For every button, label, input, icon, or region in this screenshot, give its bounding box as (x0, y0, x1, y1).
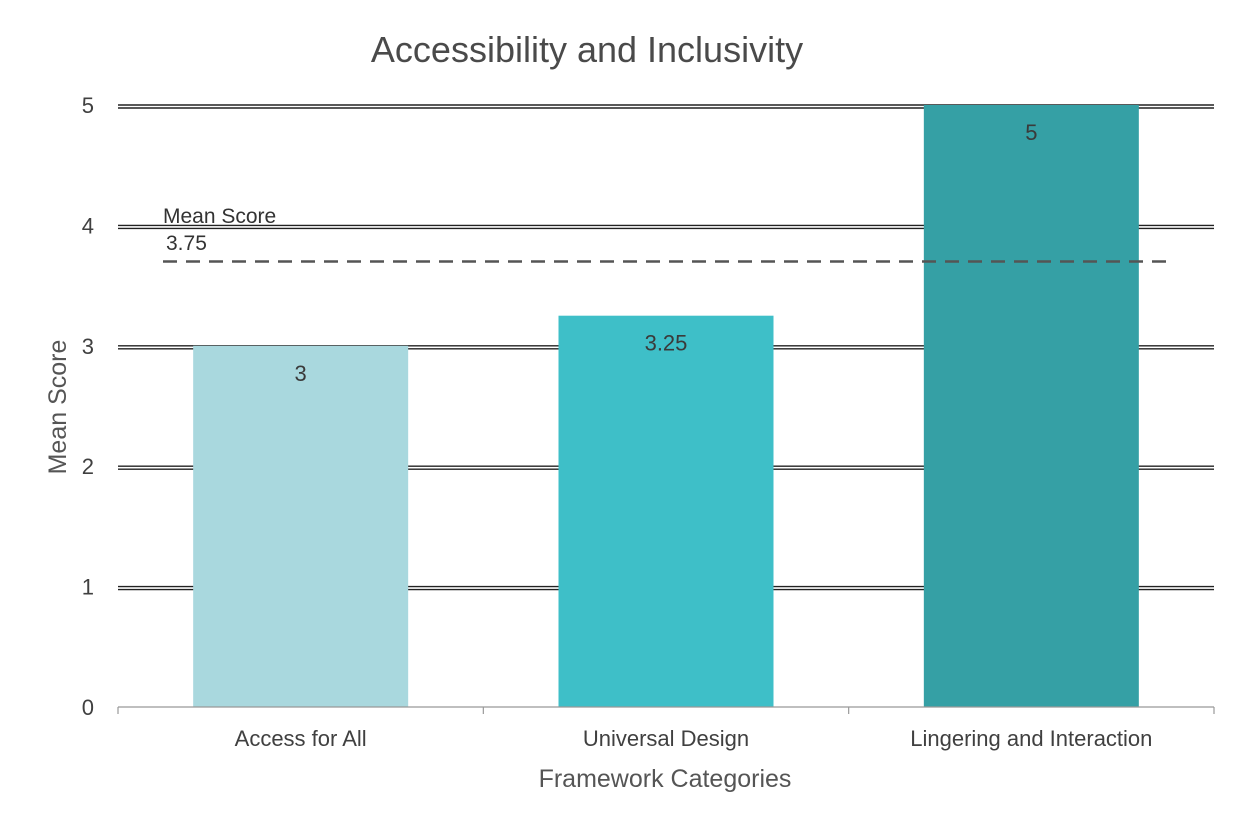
bar-data-label: 3 (295, 361, 307, 386)
y-tick-label: 3 (82, 334, 94, 359)
y-tick-label: 4 (82, 213, 94, 238)
bar-1 (193, 345, 409, 707)
y-tick-label: 0 (82, 695, 94, 720)
category-label: Universal Design (583, 726, 749, 751)
bar-3 (923, 105, 1139, 707)
bar-data-labels: 3 3.25 5 (295, 120, 1038, 386)
category-label: Lingering and Interaction (910, 726, 1152, 751)
x-axis (117, 706, 1215, 714)
y-tick-label: 1 (82, 575, 94, 600)
mean-reference-value: 3.75 (166, 232, 207, 255)
y-tick-label: 5 (82, 93, 94, 118)
chart-title: Accessibility and Inclusivity (371, 29, 803, 70)
bar-data-label: 5 (1025, 120, 1037, 145)
bar-data-label: 3.25 (645, 331, 688, 356)
bars (193, 105, 1139, 707)
mean-reference-label: Mean Score (163, 205, 276, 228)
bar-2 (558, 315, 774, 707)
y-axis-ticks: 0 1 2 3 4 5 (82, 93, 94, 720)
y-tick-label: 2 (82, 454, 94, 479)
category-label: Access for All (235, 726, 367, 751)
x-axis-label: Framework Categories (539, 765, 792, 793)
category-labels: Access for All Universal Design Lingering … (235, 726, 1153, 751)
y-axis-label: Mean Score (44, 340, 72, 475)
